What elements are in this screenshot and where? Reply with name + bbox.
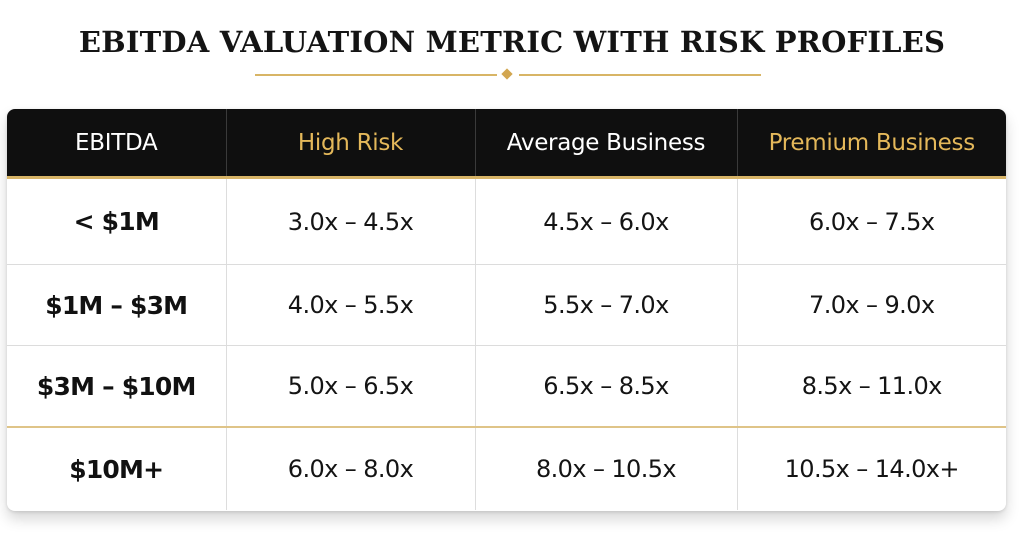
table-header-row: EBITDA High Risk Average Business Premiu… <box>7 109 1006 179</box>
diamond-ornament-icon <box>501 68 513 80</box>
ebitda-range-cell: $3M – $10M <box>7 345 227 428</box>
table-row: $1M – $3M 4.0x – 5.5x 5.5x – 7.0x 7.0x –… <box>7 264 1006 346</box>
header-average-business: Average Business <box>475 109 738 179</box>
ebitda-range-cell: $1M – $3M <box>7 264 227 346</box>
high-risk-cell: 3.0x – 4.5x <box>226 177 476 265</box>
premium-business-cell: 8.5x – 11.0x <box>737 345 1006 428</box>
average-business-cell: 4.5x – 6.0x <box>475 177 738 265</box>
page-title: EBITDA VALUATION METRIC WITH RISK PROFIL… <box>78 25 946 59</box>
premium-business-cell: 10.5x – 14.0x+ <box>737 427 1006 510</box>
header-ebitda: EBITDA <box>7 109 227 179</box>
divider-line-right <box>519 74 761 76</box>
average-business-cell: 8.0x – 10.5x <box>475 427 738 510</box>
header-premium-business: Premium Business <box>737 109 1006 179</box>
premium-business-cell: 7.0x – 9.0x <box>737 264 1006 346</box>
divider-line-left <box>255 74 497 76</box>
high-risk-cell: 6.0x – 8.0x <box>226 427 476 510</box>
table-row: $10M+ 6.0x – 8.0x 8.0x – 10.5x 10.5x – 1… <box>7 427 1006 510</box>
premium-business-cell: 6.0x – 7.5x <box>737 177 1006 265</box>
valuation-table: EBITDA High Risk Average Business Premiu… <box>7 109 1006 510</box>
valuation-table-card: EBITDA High Risk Average Business Premiu… <box>7 109 1006 511</box>
table-row: $3M – $10M 5.0x – 6.5x 6.5x – 8.5x 8.5x … <box>7 345 1006 428</box>
ebitda-range-cell: < $1M <box>7 177 227 265</box>
high-risk-cell: 4.0x – 5.5x <box>226 264 476 346</box>
high-risk-cell: 5.0x – 6.5x <box>226 345 476 428</box>
header-high-risk: High Risk <box>226 109 476 179</box>
table-row: < $1M 3.0x – 4.5x 4.5x – 6.0x 6.0x – 7.5… <box>7 177 1006 265</box>
ebitda-range-cell: $10M+ <box>7 427 227 510</box>
title-divider <box>255 68 761 82</box>
average-business-cell: 6.5x – 8.5x <box>475 345 738 428</box>
average-business-cell: 5.5x – 7.0x <box>475 264 738 346</box>
